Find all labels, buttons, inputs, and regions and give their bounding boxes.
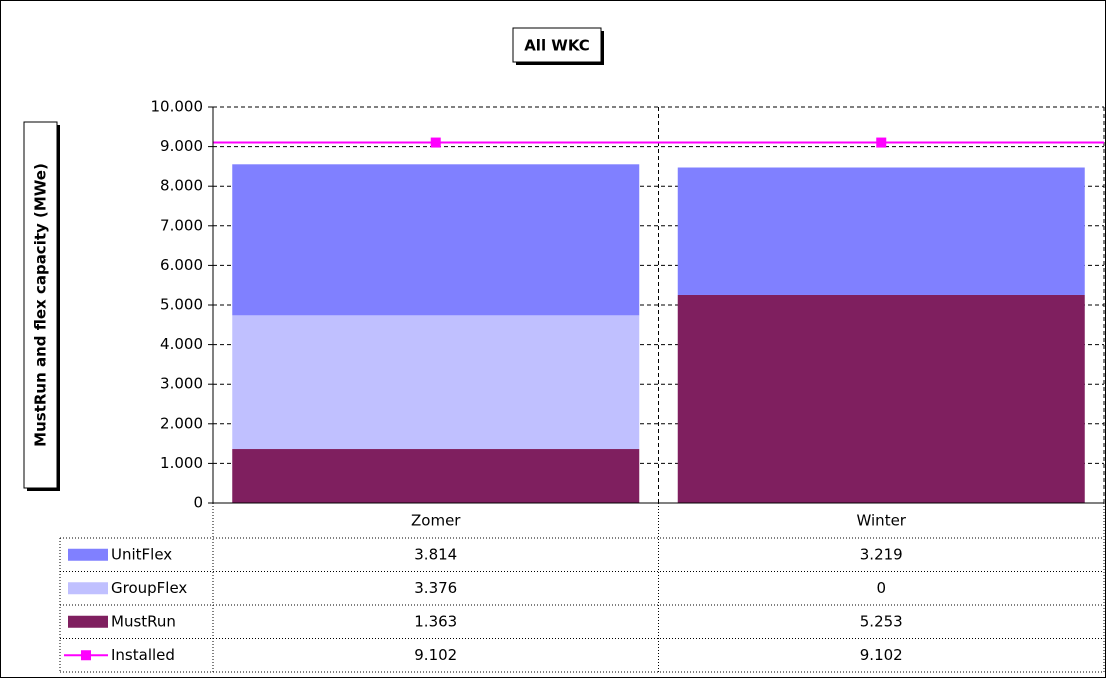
y-axis-label: MustRun and flex capacity (MWe) [32, 163, 50, 447]
table-value: 3.814 [414, 545, 457, 563]
bar-segment [232, 315, 640, 450]
legend-label: MustRun [111, 612, 176, 630]
y-label-box [23, 121, 58, 489]
bar-segment [677, 294, 1085, 503]
line-marker [876, 137, 887, 148]
y-tick-label: 2.000 [160, 414, 203, 432]
table-value: 0 [876, 579, 886, 597]
bar-segment [232, 164, 640, 316]
table-value: 3.219 [860, 545, 903, 563]
table-value: 9.102 [414, 646, 457, 664]
x-tick-label: Winter [857, 512, 907, 530]
y-tick-label: 9.000 [160, 137, 203, 155]
legend-key [68, 548, 108, 561]
legend-label: UnitFlex [111, 545, 172, 563]
y-tick-label: 3.000 [160, 375, 203, 393]
bar-segment [232, 449, 640, 503]
table-value: 1.363 [414, 612, 457, 630]
y-tick-label: 8.000 [160, 177, 203, 195]
legend-label: GroupFlex [111, 579, 187, 597]
y-tick-label: 4.000 [160, 335, 203, 353]
title-box [512, 27, 602, 63]
line-marker [430, 137, 441, 148]
y-tick-label: 0 [193, 494, 203, 512]
legend-key [68, 582, 108, 595]
legend-label: Installed [111, 646, 175, 664]
table-value: 5.253 [860, 612, 903, 630]
table-value: 3.376 [414, 579, 457, 597]
y-tick-label: 1.000 [160, 454, 203, 472]
table-value: 9.102 [860, 646, 903, 664]
y-tick-label: 5.000 [160, 296, 203, 314]
y-tick-label: 10.000 [151, 98, 204, 116]
bar-segment [677, 167, 1085, 295]
chart-title: All WKC [524, 37, 590, 55]
y-tick-label: 7.000 [160, 216, 203, 234]
y-tick-label: 6.000 [160, 256, 203, 274]
legend-key [81, 650, 91, 661]
x-tick-label: Zomer [411, 512, 461, 530]
legend-key [68, 615, 108, 628]
